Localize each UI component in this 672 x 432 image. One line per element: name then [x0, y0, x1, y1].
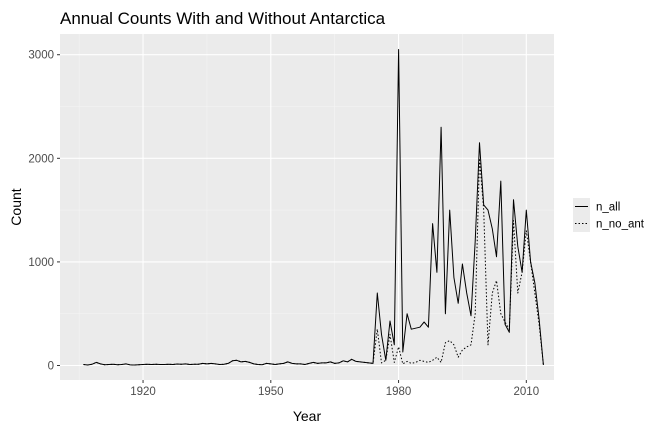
- x-tick-label: 2010: [514, 386, 540, 398]
- grid-lines: [60, 34, 554, 380]
- y-tick-label: 1000: [28, 257, 54, 269]
- y-tick-label: 0: [48, 360, 54, 372]
- x-tick-label: 1920: [130, 386, 156, 398]
- x-axis-label: Year: [293, 408, 322, 424]
- y-axis-ticks: 0 1000 2000 3000: [28, 50, 60, 372]
- x-axis-ticks: 1920 1950 1980 2010: [130, 380, 539, 398]
- legend: n_all n_no_ant: [573, 198, 645, 232]
- legend-label-n_all: n_all: [596, 202, 620, 214]
- x-tick-label: 1950: [258, 386, 284, 398]
- series-line-n_no_ant: [83, 157, 544, 366]
- legend-key-bg: [573, 215, 590, 232]
- series-layer: [83, 49, 544, 366]
- x-tick-label: 1980: [386, 386, 412, 398]
- chart-title: Annual Counts With and Without Antarctic…: [60, 9, 386, 28]
- y-axis-label: Count: [8, 188, 24, 225]
- plot-panel: [60, 34, 554, 380]
- legend-label-n_no_ant: n_no_ant: [596, 219, 645, 231]
- y-tick-label: 2000: [28, 153, 54, 165]
- y-tick-label: 3000: [28, 50, 54, 62]
